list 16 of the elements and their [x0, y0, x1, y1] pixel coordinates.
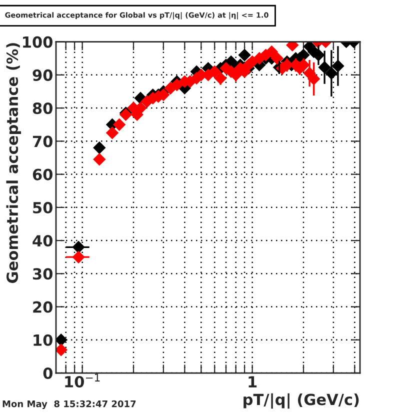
y-tick-label: 30 — [32, 268, 52, 280]
text: Mon May 8 15:32:47 2017 — [2, 400, 136, 410]
y-axis-title: Geometrical acceptance (%) — [6, 43, 22, 283]
y-tick-label: 80 — [32, 102, 52, 114]
y-tick-label: 40 — [32, 235, 52, 247]
y-tick-label: 20 — [33, 301, 52, 313]
y-tick-label: 100 — [23, 36, 52, 48]
y-tick-label: 70 — [32, 136, 52, 148]
y-tick-label: 10 — [34, 334, 52, 346]
x-tick-label: 1 — [248, 376, 257, 388]
y-tick-label: 0 — [43, 367, 52, 380]
x-tick-label: 10$^{−1}$ — [65, 374, 100, 388]
y-tick-label: 90 — [32, 69, 52, 81]
y-tick-label: 50 — [33, 202, 52, 214]
y-tick-label: 60 — [32, 168, 52, 180]
x-axis-title: pT/|q| (GeV/c) — [244, 393, 359, 409]
